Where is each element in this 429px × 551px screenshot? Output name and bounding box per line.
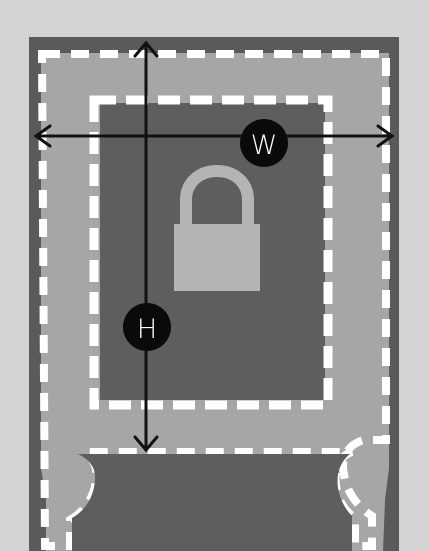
width-badge: W (240, 119, 288, 167)
height-badge: H (123, 303, 171, 351)
inner-dashed-outline (89, 95, 333, 410)
width-label: W (251, 130, 278, 161)
lower-panel (72, 454, 352, 551)
width-arrow-icon (33, 124, 395, 148)
height-arrow-icon (133, 40, 159, 453)
height-label: H (137, 314, 157, 345)
outer-dashed-outline (37, 50, 390, 550)
lock-icon (174, 164, 260, 291)
